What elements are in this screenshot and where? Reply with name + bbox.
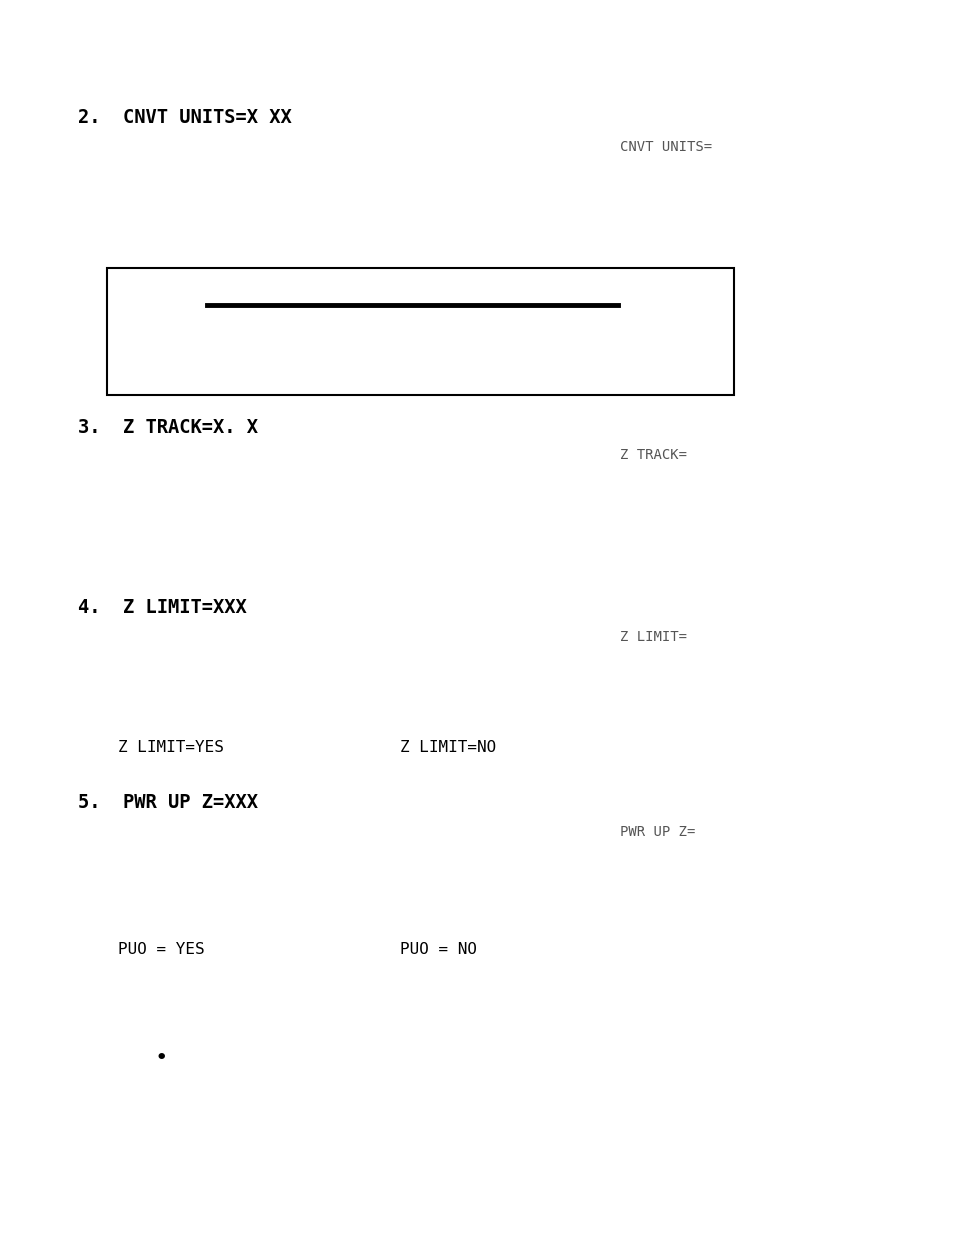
Bar	[107, 268, 733, 395]
Text: 2.  CNVT UNITS=X XX: 2. CNVT UNITS=X XX	[78, 107, 292, 127]
Text: Z LIMIT=YES: Z LIMIT=YES	[118, 740, 224, 755]
Text: PWR UP Z=: PWR UP Z=	[619, 825, 695, 839]
Text: 4.  Z LIMIT=XXX: 4. Z LIMIT=XXX	[78, 598, 247, 618]
Text: Z LIMIT=: Z LIMIT=	[619, 630, 686, 643]
Text: 5.  PWR UP Z=XXX: 5. PWR UP Z=XXX	[78, 793, 257, 811]
Text: Z LIMIT=NO: Z LIMIT=NO	[399, 740, 496, 755]
Text: Z TRACK=: Z TRACK=	[619, 448, 686, 462]
Text: PUO = NO: PUO = NO	[399, 942, 476, 957]
Text: •: •	[154, 1049, 168, 1068]
Text: 3.  Z TRACK=X. X: 3. Z TRACK=X. X	[78, 417, 257, 437]
Text: CNVT UNITS=: CNVT UNITS=	[619, 140, 711, 154]
Text: PUO = YES: PUO = YES	[118, 942, 204, 957]
